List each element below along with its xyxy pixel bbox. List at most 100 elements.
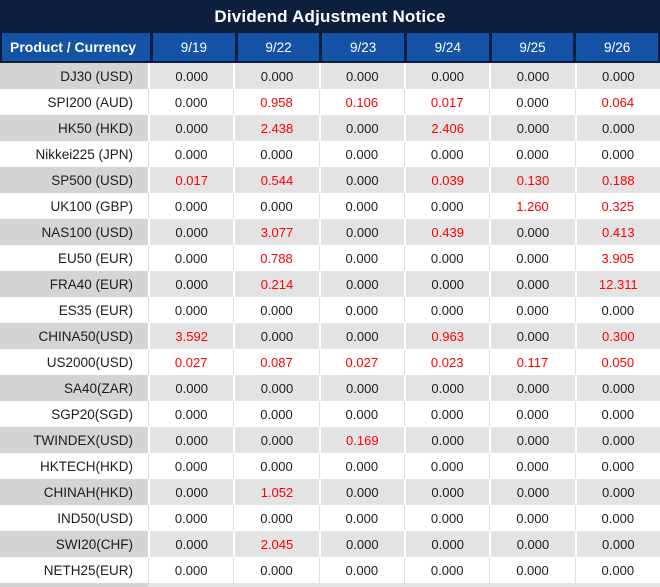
value-cell: 0.000 (574, 375, 660, 401)
value-cell: 0.958 (233, 89, 319, 115)
product-label: Nikkei225 (JPN) (0, 141, 148, 167)
value-cell: 0.000 (318, 193, 404, 219)
value-cell: 0.000 (404, 375, 490, 401)
value-cell: 3.905 (574, 245, 660, 271)
value-cell: 0.000 (489, 245, 575, 271)
product-label: SPI200 (AUD) (0, 89, 148, 115)
value-cell: 0.000 (233, 557, 319, 583)
product-label: SWI20(CHF) (0, 531, 148, 557)
value-cell: 0.087 (233, 349, 319, 375)
table-row: SWI20(CHF) 0.000 2.045 0.000 0.000 0.000 0.000 (0, 531, 660, 557)
value-cell: 0.000 (148, 375, 234, 401)
value-cell: 1.260 (489, 193, 575, 219)
value-cell: 0.000 (318, 141, 404, 167)
value-cell: 0.000 (233, 141, 319, 167)
value-cell: 0.000 (404, 401, 490, 427)
value-cell: 0.000 (404, 193, 490, 219)
product-label: ES35 (EUR) (0, 297, 148, 323)
value-cell: 0.000 (404, 505, 490, 531)
partial-row-label-cell (0, 583, 148, 587)
table-row: IND50(USD) 0.000 0.000 0.000 0.000 0.000 0.000 (0, 505, 660, 531)
value-cell: 0.000 (404, 531, 490, 557)
value-cell: 0.000 (318, 557, 404, 583)
value-cell: 0.000 (574, 557, 660, 583)
table-header-row: Product / Currency 9/19 9/22 9/23 9/24 9… (0, 33, 660, 63)
header-product-currency: Product / Currency (10, 39, 137, 55)
value-cell: 0.000 (489, 323, 575, 349)
value-cell: 0.000 (148, 297, 234, 323)
product-label: IND50(USD) (0, 505, 148, 531)
value-cell: 0.000 (489, 219, 575, 245)
value-cell: 0.027 (148, 349, 234, 375)
page-title: Dividend Adjustment Notice (0, 0, 660, 33)
value-cell: 0.000 (574, 63, 660, 89)
value-cell: 0.000 (148, 505, 234, 531)
table-row: SGP20(SGD) 0.000 0.000 0.000 0.000 0.000 0.000 (0, 401, 660, 427)
value-cell: 0.000 (318, 297, 404, 323)
value-cell: 0.027 (318, 349, 404, 375)
header-date-6: 9/26 (573, 33, 658, 61)
table-row: CHINA50(USD) 3.592 0.000 0.000 0.963 0.000 0.3… (0, 323, 660, 349)
value-cell: 0.000 (148, 531, 234, 557)
value-cell: 0.000 (148, 115, 234, 141)
value-cell: 0.000 (574, 479, 660, 505)
value-cell: 0.000 (318, 479, 404, 505)
value-cell: 0.000 (404, 453, 490, 479)
table-row: US2000(USD) 0.027 0.087 0.027 0.023 0.117 0.05… (0, 349, 660, 375)
product-label: HK50 (HKD) (0, 115, 148, 141)
value-cell: 0.000 (318, 505, 404, 531)
product-label: NAS100 (USD) (0, 219, 148, 245)
product-label: SP500 (USD) (0, 167, 148, 193)
value-cell: 2.045 (233, 531, 319, 557)
value-cell: 0.017 (148, 167, 234, 193)
value-cell: 0.000 (489, 141, 575, 167)
table-row: NAS100 (USD) 0.000 3.077 0.000 0.439 0.000 0.4… (0, 219, 660, 245)
value-cell: 0.413 (574, 219, 660, 245)
value-cell: 0.000 (318, 531, 404, 557)
value-cell: 0.300 (574, 323, 660, 349)
value-cell: 0.439 (404, 219, 490, 245)
value-cell: 0.000 (489, 89, 575, 115)
value-cell: 0.000 (404, 427, 490, 453)
value-cell: 0.000 (489, 297, 575, 323)
product-label: SGP20(SGD) (0, 401, 148, 427)
value-cell: 0.000 (318, 323, 404, 349)
value-cell: 0.000 (318, 453, 404, 479)
product-label: UK100 (GBP) (0, 193, 148, 219)
value-cell: 0.000 (574, 141, 660, 167)
value-cell: 0.000 (489, 375, 575, 401)
value-cell: 0.130 (489, 167, 575, 193)
value-cell: 2.406 (404, 115, 490, 141)
value-cell: 0.000 (404, 557, 490, 583)
value-cell: 0.000 (148, 245, 234, 271)
value-cell: 0.214 (233, 271, 319, 297)
table-body: DJ30 (USD) 0.000 0.000 0.000 0.000 0.000 0.000… (0, 63, 660, 583)
value-cell: 0.000 (318, 219, 404, 245)
product-label: CHINAH(HKD) (0, 479, 148, 505)
value-cell: 12.311 (574, 271, 660, 297)
table-row: SP500 (USD) 0.017 0.544 0.000 0.039 0.130 0.18… (0, 167, 660, 193)
table-row: HK50 (HKD) 0.000 2.438 0.000 2.406 0.000 0.000 (0, 115, 660, 141)
value-cell: 0.000 (148, 271, 234, 297)
table-row: EU50 (EUR) 0.000 0.788 0.000 0.000 0.000 3.905 (0, 245, 660, 271)
table-row: NETH25(EUR) 0.000 0.000 0.000 0.000 0.000 0.00… (0, 557, 660, 583)
product-label: SA40(ZAR) (0, 375, 148, 401)
value-cell: 0.064 (574, 89, 660, 115)
value-cell: 0.000 (148, 63, 234, 89)
value-cell: 0.000 (233, 375, 319, 401)
value-cell: 0.000 (404, 245, 490, 271)
value-cell: 0.000 (318, 271, 404, 297)
product-label: EU50 (EUR) (0, 245, 148, 271)
product-label: FRA40 (EUR) (0, 271, 148, 297)
partial-next-row (0, 583, 660, 587)
value-cell: 0.000 (233, 427, 319, 453)
value-cell: 0.000 (574, 401, 660, 427)
value-cell: 0.000 (489, 505, 575, 531)
value-cell: 0.106 (318, 89, 404, 115)
value-cell: 0.017 (404, 89, 490, 115)
value-cell: 2.438 (233, 115, 319, 141)
value-cell: 0.000 (148, 401, 234, 427)
value-cell: 0.325 (574, 193, 660, 219)
value-cell: 0.000 (233, 297, 319, 323)
value-cell: 0.000 (489, 531, 575, 557)
